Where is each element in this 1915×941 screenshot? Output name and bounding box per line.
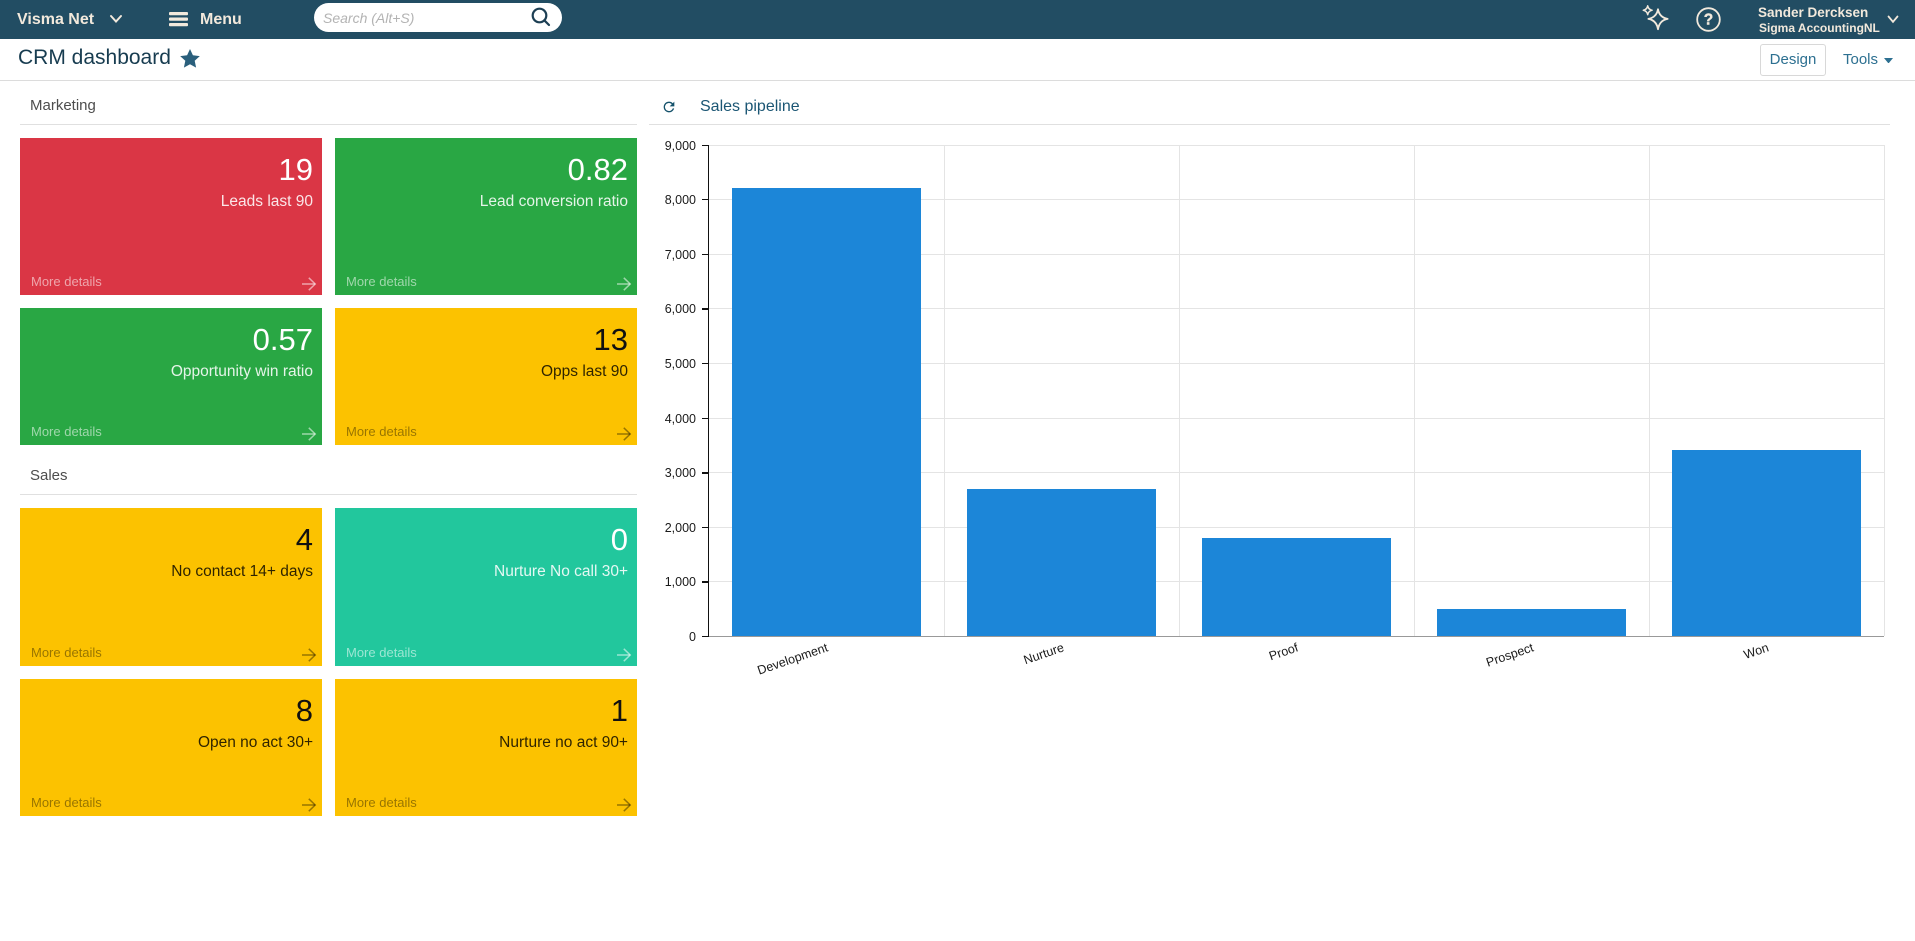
svg-text:?: ? (1704, 12, 1713, 29)
